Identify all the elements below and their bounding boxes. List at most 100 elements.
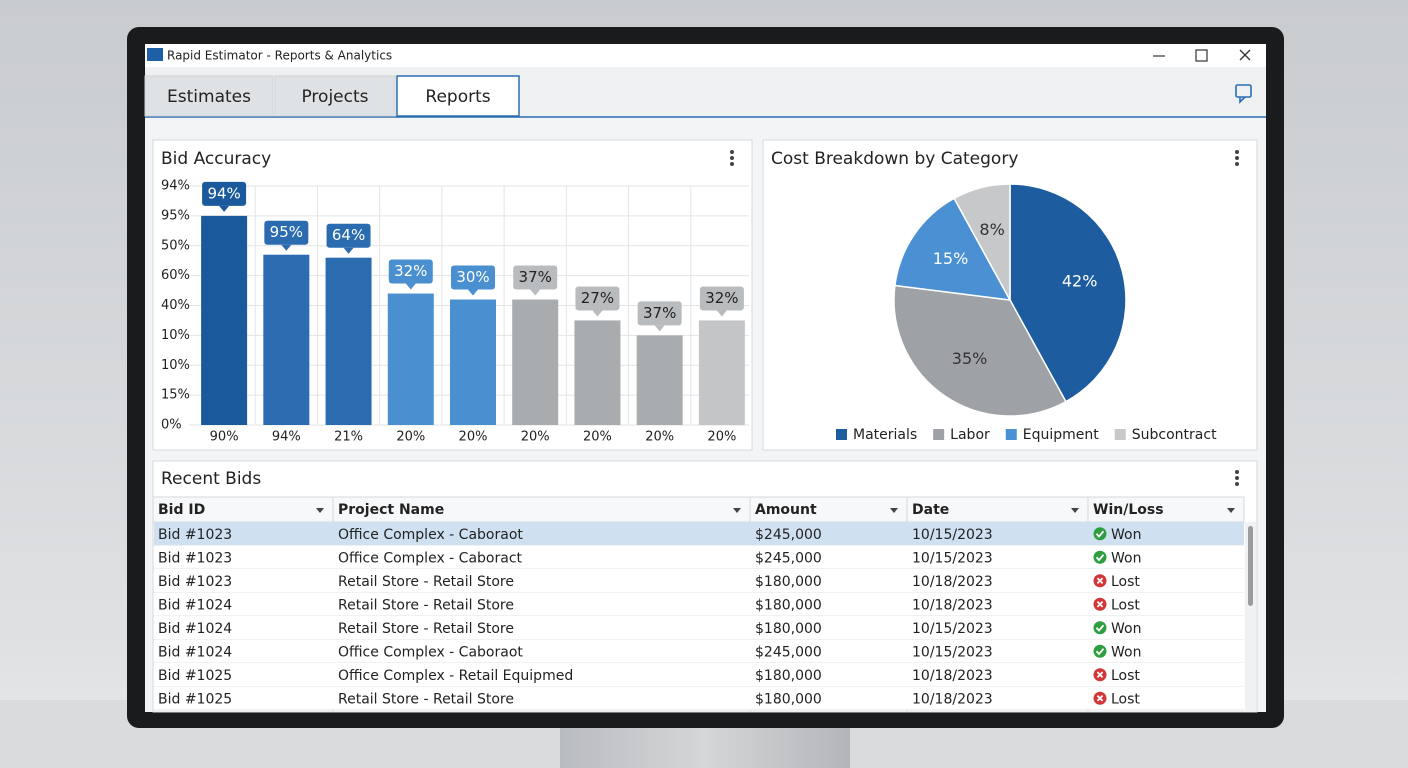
table-cell: 10/18/2023 xyxy=(912,691,993,707)
value-callout-pointer xyxy=(405,283,416,290)
feedback-icon-tail[interactable] xyxy=(1239,96,1246,104)
value-callout-pointer xyxy=(716,310,727,317)
table-header xyxy=(152,496,1245,523)
sort-dropdown[interactable] xyxy=(1227,508,1235,513)
table-row[interactable] xyxy=(154,686,1244,711)
y-tick-label: 40% xyxy=(161,298,190,313)
pie-chart-title: Cost Breakdown by Category xyxy=(771,149,1018,169)
table-cell: Bid #1024 xyxy=(158,621,232,637)
table-row[interactable] xyxy=(154,663,1244,687)
table-cell: Won xyxy=(1111,527,1141,543)
status-glyph xyxy=(1096,671,1104,678)
app-icon xyxy=(147,48,163,61)
table-row[interactable] xyxy=(154,639,1244,664)
legend-swatch xyxy=(1005,429,1017,440)
column-header[interactable]: Win/Loss xyxy=(1093,502,1164,518)
x-tick-label: 21% xyxy=(334,430,363,445)
tab-label[interactable]: Reports xyxy=(425,87,490,107)
x-tick-label: 90% xyxy=(210,430,239,445)
tab[interactable] xyxy=(396,75,520,117)
pie-slice xyxy=(1009,183,1127,403)
table-cell: Bid #1023 xyxy=(158,527,232,543)
x-tick-label: 20% xyxy=(707,430,736,445)
menu-dot[interactable] xyxy=(1235,150,1239,154)
menu-dot[interactable] xyxy=(1235,482,1239,486)
tab-label[interactable]: Projects xyxy=(301,87,368,107)
bar-chart-title: Bid Accuracy xyxy=(161,149,271,169)
scrollbar-thumb[interactable] xyxy=(1248,526,1253,606)
table-cell: Won xyxy=(1111,644,1141,660)
maximize-button[interactable] xyxy=(1195,49,1208,62)
sort-dropdown[interactable] xyxy=(890,508,898,513)
column-header[interactable]: Date xyxy=(912,502,949,518)
tab[interactable] xyxy=(274,75,396,117)
close-button[interactable] xyxy=(1239,49,1251,61)
status-glyph xyxy=(1096,577,1104,584)
table-cell: Bid #1024 xyxy=(158,597,232,613)
sort-dropdown[interactable] xyxy=(733,508,741,513)
value-callout xyxy=(388,259,433,284)
table-cell: Retail Store - Retail Store xyxy=(338,574,514,590)
value-callout-pointer xyxy=(592,310,603,317)
bar xyxy=(387,293,434,425)
status-glyph xyxy=(1096,695,1104,702)
table-cell: Office Complex - Caboraot xyxy=(338,644,523,660)
y-tick-label: 0% xyxy=(161,418,182,433)
bar xyxy=(201,215,248,425)
slice-label: 8% xyxy=(979,220,1004,239)
value-callout xyxy=(513,265,558,290)
feedback-icon-frame[interactable] xyxy=(1235,84,1252,98)
value-callout-pointer xyxy=(654,325,665,332)
table-row[interactable] xyxy=(154,522,1244,546)
y-tick-label: 10% xyxy=(161,358,190,373)
table-cell: Lost xyxy=(1111,691,1140,707)
bar xyxy=(512,299,559,425)
tab-label[interactable]: Estimates xyxy=(167,87,251,107)
column-header[interactable]: Project Name xyxy=(338,502,444,518)
value-label: 32% xyxy=(394,262,427,280)
menu-dot[interactable] xyxy=(730,156,734,160)
menu-dot[interactable] xyxy=(1235,156,1239,160)
table-cell: $245,000 xyxy=(755,644,822,660)
table-cell: Lost xyxy=(1111,668,1140,684)
table-row[interactable] xyxy=(154,592,1244,617)
table-cell: 10/18/2023 xyxy=(912,668,993,684)
table-cell: $245,000 xyxy=(755,550,822,566)
sort-dropdown[interactable] xyxy=(316,508,324,513)
sort-dropdown[interactable] xyxy=(1071,508,1079,513)
menu-dot[interactable] xyxy=(730,150,734,154)
table-cell: 10/15/2023 xyxy=(912,550,993,566)
value-label: 94% xyxy=(207,184,240,202)
menu-dot[interactable] xyxy=(1235,162,1239,166)
x-tick-label: 20% xyxy=(396,430,425,445)
scrollbar-track xyxy=(1245,522,1256,712)
column-header[interactable]: Bid ID xyxy=(158,502,205,518)
menu-dot[interactable] xyxy=(1235,470,1239,474)
table-cell: 10/18/2023 xyxy=(912,597,993,613)
y-tick-label: 50% xyxy=(161,238,190,253)
legend-swatch xyxy=(933,429,945,440)
table-cell: Office Complex - Retail Equipmed xyxy=(338,668,573,684)
y-tick-label: 60% xyxy=(161,268,190,283)
table-cell: Lost xyxy=(1111,574,1140,590)
bar xyxy=(636,335,683,425)
legend-label: Subcontract xyxy=(1132,427,1217,443)
table-row[interactable] xyxy=(154,616,1244,640)
table-row[interactable] xyxy=(154,545,1244,570)
panel-menus xyxy=(730,150,1239,486)
menu-dot[interactable] xyxy=(1235,476,1239,480)
table-cell: 10/15/2023 xyxy=(912,527,993,543)
table-row[interactable] xyxy=(154,569,1244,593)
status-icon xyxy=(1093,550,1107,564)
bar xyxy=(698,320,745,425)
window-title: Rapid Estimator - Reports & Analytics xyxy=(167,49,392,63)
column-header[interactable]: Amount xyxy=(755,502,817,518)
menu-dot[interactable] xyxy=(730,162,734,166)
table-cell: Won xyxy=(1111,550,1141,566)
feedback-icon[interactable] xyxy=(1235,84,1252,104)
table-cell: Retail Store - Retail Store xyxy=(338,691,514,707)
value-label: 95% xyxy=(270,223,303,241)
monitor-stand xyxy=(560,722,850,768)
tab[interactable] xyxy=(144,75,274,117)
